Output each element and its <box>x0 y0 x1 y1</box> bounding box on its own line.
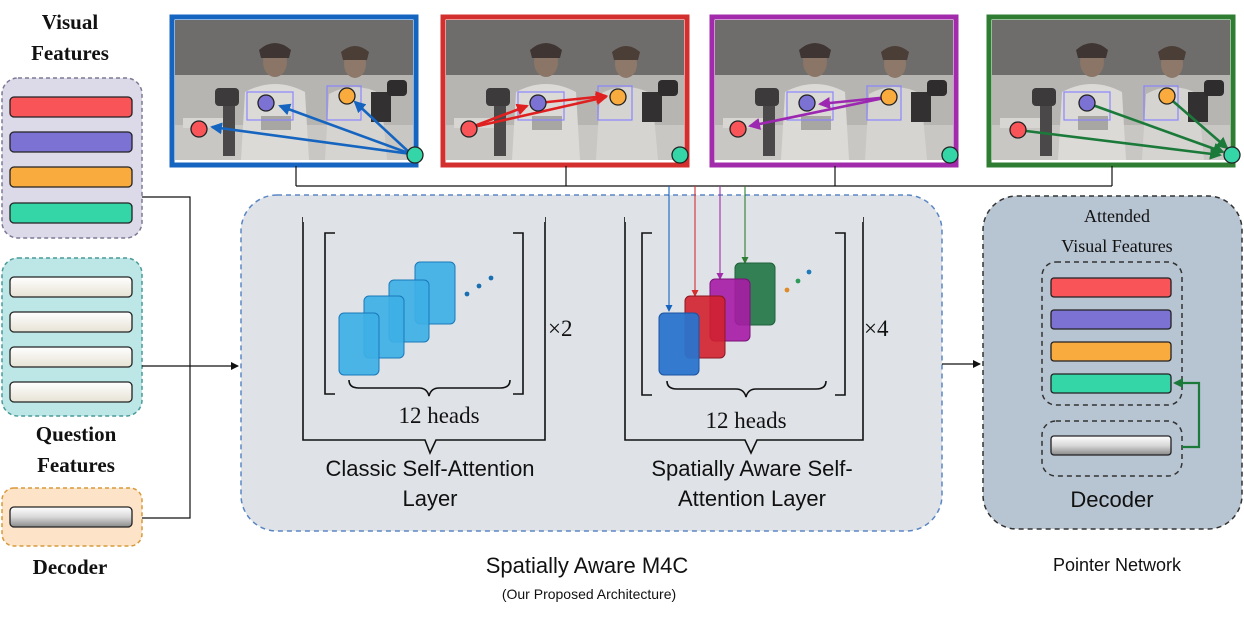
frame-blue <box>169 14 419 168</box>
model-subtitle: (Our Proposed Architecture) <box>502 586 676 602</box>
question-features-title-line1: Question <box>36 422 117 446</box>
spatial-layer-brackets <box>641 232 846 396</box>
frame-blue-arrows <box>210 100 412 156</box>
visual-feature-bar-red <box>9 96 133 118</box>
pointer-decoder-bar <box>1050 435 1172 456</box>
decoder-input-bar <box>9 506 133 528</box>
model-name: Spatially Aware M4C <box>486 553 689 578</box>
frame-green <box>986 14 1236 168</box>
question-features-title-line2: Features <box>37 453 115 477</box>
frame-red-arrows <box>468 91 608 130</box>
visual-feature-bar-teal <box>9 202 133 224</box>
frame-purple-arrows <box>748 95 890 130</box>
classic-heads-label: 12 heads <box>398 403 479 428</box>
classic-heads-brace <box>348 379 511 397</box>
frame-red-dots <box>460 88 689 164</box>
question-feature-bar-1 <box>9 276 133 298</box>
decoder-pointer-arrow <box>1173 378 1201 449</box>
classic-repeat-label: ×2 <box>548 316 572 341</box>
visual-feature-bar-purple <box>9 131 133 153</box>
pointer-decoder-label: Decoder <box>1070 487 1153 512</box>
attended-bar-red <box>1050 277 1172 298</box>
visual-features-panel <box>1 77 143 239</box>
classic-layer-title-line1: Classic Self-Attention <box>325 456 534 481</box>
visual-features-title-line1: Visual <box>42 10 99 34</box>
classic-layer-brackets <box>324 232 524 395</box>
pointer-decoder-group <box>1041 420 1183 477</box>
spatial-layer-title-line2: Attention Layer <box>678 486 826 511</box>
input-bracket-connector <box>142 196 191 519</box>
classic-ellipsis-dots <box>464 275 494 297</box>
frame-green-arrows <box>1017 95 1229 160</box>
pointer-network-block <box>982 195 1243 530</box>
frame-purple <box>709 14 959 168</box>
question-feature-bar-4 <box>9 381 133 403</box>
classic-attention-heads <box>338 261 456 376</box>
frame-blue-dots <box>190 87 424 164</box>
frame-red <box>440 14 690 168</box>
frame-green-dots <box>1009 87 1241 164</box>
frame-purple-dots <box>729 88 959 164</box>
attended-bar-purple <box>1050 309 1172 330</box>
attended-features-group <box>1041 261 1183 406</box>
spatial-heads-brace <box>666 380 827 398</box>
visual-features-title-line2: Features <box>31 41 109 65</box>
spatial-attention-heads <box>658 262 776 376</box>
pointer-network-caption: Pointer Network <box>1053 555 1182 575</box>
visual-feature-bar-orange <box>9 166 133 188</box>
spatial-routing-lines <box>665 186 749 312</box>
frame-connector-bus <box>295 166 1113 187</box>
spatial-heads-label: 12 heads <box>705 408 786 433</box>
attended-features-label-line1: Attended <box>1084 206 1150 226</box>
classic-layer-title-line2: Layer <box>402 486 457 511</box>
attended-features-label-line2: Visual Features <box>1061 236 1172 256</box>
spatial-ellipsis-dots <box>784 269 812 293</box>
spatial-layer-title-line1: Spatially Aware Self- <box>651 456 852 481</box>
attended-bar-teal <box>1050 373 1172 394</box>
decoder-input-title: Decoder <box>33 555 108 579</box>
spatial-repeat-label: ×4 <box>864 316 889 341</box>
question-feature-bar-2 <box>9 311 133 333</box>
attended-bar-orange <box>1050 341 1172 362</box>
question-feature-bar-3 <box>9 346 133 368</box>
